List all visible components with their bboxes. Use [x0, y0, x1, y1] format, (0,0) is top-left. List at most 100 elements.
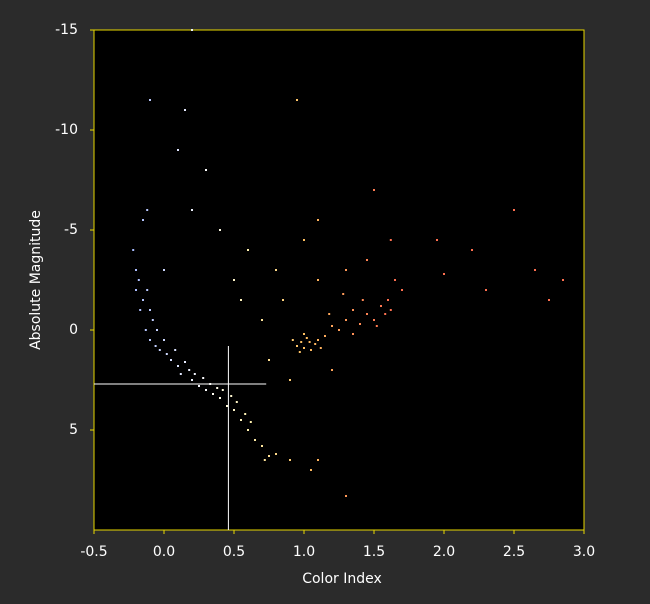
star-point	[247, 249, 249, 251]
star-point	[268, 455, 270, 457]
star-point	[275, 453, 277, 455]
y-tick-label: -10	[55, 122, 78, 138]
star-point	[317, 339, 319, 341]
star-point	[146, 289, 149, 291]
star-point	[366, 259, 368, 261]
star-point	[401, 289, 403, 291]
star-point	[149, 309, 151, 311]
star-point	[513, 209, 515, 211]
star-point	[268, 359, 270, 361]
star-point	[230, 395, 233, 397]
star-point	[233, 279, 235, 281]
star-point	[247, 429, 249, 431]
x-axis-label: Color Index	[302, 571, 382, 587]
star-point	[342, 293, 345, 295]
star-point	[174, 349, 177, 351]
star-point	[198, 385, 200, 387]
y-tick-label: -5	[64, 222, 78, 238]
star-point	[387, 299, 389, 301]
star-point	[300, 341, 303, 343]
star-point	[338, 329, 340, 331]
star-point	[132, 249, 135, 251]
x-tick-label: 0.5	[223, 544, 245, 560]
star-point	[221, 389, 224, 391]
star-point	[240, 419, 242, 421]
x-tick-label: 3.0	[573, 544, 595, 560]
star-point	[158, 349, 161, 351]
star-point	[163, 269, 165, 271]
star-point	[219, 397, 221, 399]
star-point	[331, 325, 333, 327]
star-point	[331, 369, 333, 371]
star-point	[443, 273, 445, 275]
y-axis-label: Absolute Magnitude	[28, 210, 44, 350]
star-point	[177, 365, 179, 367]
star-point	[184, 109, 186, 111]
y-tick-label: 5	[69, 422, 78, 438]
star-point	[436, 239, 438, 241]
star-point	[319, 347, 322, 349]
star-point	[149, 99, 151, 101]
star-point	[289, 459, 291, 461]
x-tick-label: 2.0	[433, 544, 455, 560]
star-point	[263, 459, 266, 461]
star-point	[191, 209, 193, 211]
star-point	[389, 309, 392, 311]
star-point	[254, 439, 256, 441]
star-point	[366, 313, 368, 315]
x-tick-label: 1.0	[293, 544, 315, 560]
y-tick-label: -15	[55, 22, 78, 38]
star-point	[188, 369, 191, 371]
star-point	[146, 209, 149, 211]
star-point	[308, 341, 311, 343]
star-point	[380, 305, 382, 307]
star-point	[179, 373, 182, 375]
star-point	[394, 279, 396, 281]
star-point	[202, 377, 205, 379]
star-point	[261, 319, 263, 321]
star-point	[361, 299, 364, 301]
star-point	[352, 333, 354, 335]
star-point	[317, 279, 319, 281]
star-point	[310, 349, 312, 351]
star-point	[261, 445, 263, 447]
star-point	[193, 373, 196, 375]
star-point	[184, 361, 186, 363]
star-point	[375, 325, 378, 327]
star-point	[219, 229, 221, 231]
star-point	[142, 299, 144, 301]
star-point	[205, 169, 207, 171]
star-point	[163, 339, 165, 341]
star-point	[144, 329, 147, 331]
star-point	[226, 405, 228, 407]
star-point	[303, 347, 305, 349]
star-point	[135, 289, 137, 291]
star-point	[314, 343, 317, 345]
star-point	[345, 319, 347, 321]
star-point	[177, 149, 179, 151]
star-point	[324, 335, 326, 337]
star-point	[317, 459, 319, 461]
star-point	[296, 99, 298, 101]
star-point	[303, 239, 305, 241]
x-tick-label: 0.0	[153, 544, 175, 560]
star-point	[373, 189, 375, 191]
star-point	[359, 323, 361, 325]
star-point	[296, 345, 298, 347]
star-point	[562, 279, 564, 281]
star-point	[389, 239, 392, 241]
star-point	[165, 353, 168, 355]
plot-area	[93, 29, 585, 531]
star-point	[240, 299, 242, 301]
x-tick-label: 2.5	[503, 544, 525, 560]
star-point	[212, 393, 214, 395]
star-point	[303, 333, 305, 335]
star-point	[142, 219, 144, 221]
star-point	[485, 289, 487, 291]
star-point	[154, 345, 157, 347]
star-point	[352, 309, 354, 311]
star-point	[151, 319, 154, 321]
star-point	[135, 269, 137, 271]
star-point	[249, 421, 252, 423]
